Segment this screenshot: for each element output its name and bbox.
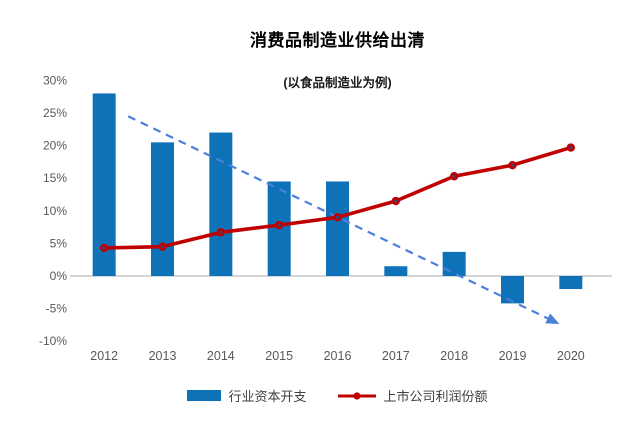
- line-marker-core-2020: [569, 145, 573, 150]
- legend-label-capex: 行业资本开支: [228, 389, 307, 404]
- line-marker-core-2018: [452, 174, 456, 178]
- legend-item-profit-share: 上市公司利润份额: [337, 386, 488, 405]
- y-axis-tick-25: 25%: [43, 106, 67, 120]
- y-axis-tick--10: -10%: [39, 334, 67, 348]
- legend-item-capex: 行业资本开支: [187, 386, 307, 405]
- y-axis-tick-20: 20%: [43, 139, 67, 153]
- bar-2013: [151, 142, 174, 276]
- trendline-arrowhead-icon: [545, 313, 560, 325]
- line-marker-core-2016: [335, 215, 340, 220]
- y-axis-tick-5: 5%: [50, 236, 68, 250]
- x-axis-label-2020: 2020: [557, 349, 585, 363]
- chart-title: 消费品制造业供给出清: [250, 31, 425, 50]
- line-marker-core-2017: [394, 199, 398, 203]
- line-marker-core-2012: [102, 246, 106, 250]
- bar-2016: [326, 181, 349, 276]
- bar-2019: [501, 276, 524, 304]
- x-axis-label-2015: 2015: [265, 349, 293, 363]
- bar-2020: [559, 276, 583, 290]
- y-axis-tick-15: 15%: [43, 171, 67, 185]
- line-marker-core-2013: [160, 244, 165, 249]
- chart-subtitle: (以食品制造业为例): [283, 76, 392, 90]
- x-axis-label-2019: 2019: [499, 349, 527, 363]
- bar-2017: [384, 266, 408, 276]
- y-axis-tick--5: -5%: [46, 302, 68, 316]
- y-axis-tick-0: 0%: [50, 269, 68, 283]
- x-axis-label-2016: 2016: [324, 349, 352, 363]
- x-axis-label-2013: 2013: [149, 349, 177, 363]
- legend: 行业资本开支 上市公司利润份额: [75, 386, 600, 405]
- line-marker-core-2019: [510, 163, 515, 167]
- bar-2018: [442, 251, 466, 276]
- bar-series-swatch-icon: [187, 390, 222, 401]
- line-marker-core-2015: [277, 223, 281, 227]
- y-axis-tick-30: 30%: [43, 73, 67, 87]
- y-axis-tick-10: 10%: [43, 204, 67, 218]
- bar-2012: [92, 93, 116, 276]
- line-series-swatch-icon: [337, 391, 376, 400]
- legend-label-profit-share: 上市公司利润份额: [383, 389, 488, 404]
- x-axis-label-2014: 2014: [207, 349, 235, 363]
- x-axis-label-2018: 2018: [440, 349, 468, 363]
- bar-2014: [209, 132, 233, 276]
- line-marker-core-2014: [219, 230, 223, 235]
- x-axis-label-2012: 2012: [90, 349, 118, 363]
- x-axis-label-2017: 2017: [382, 349, 410, 363]
